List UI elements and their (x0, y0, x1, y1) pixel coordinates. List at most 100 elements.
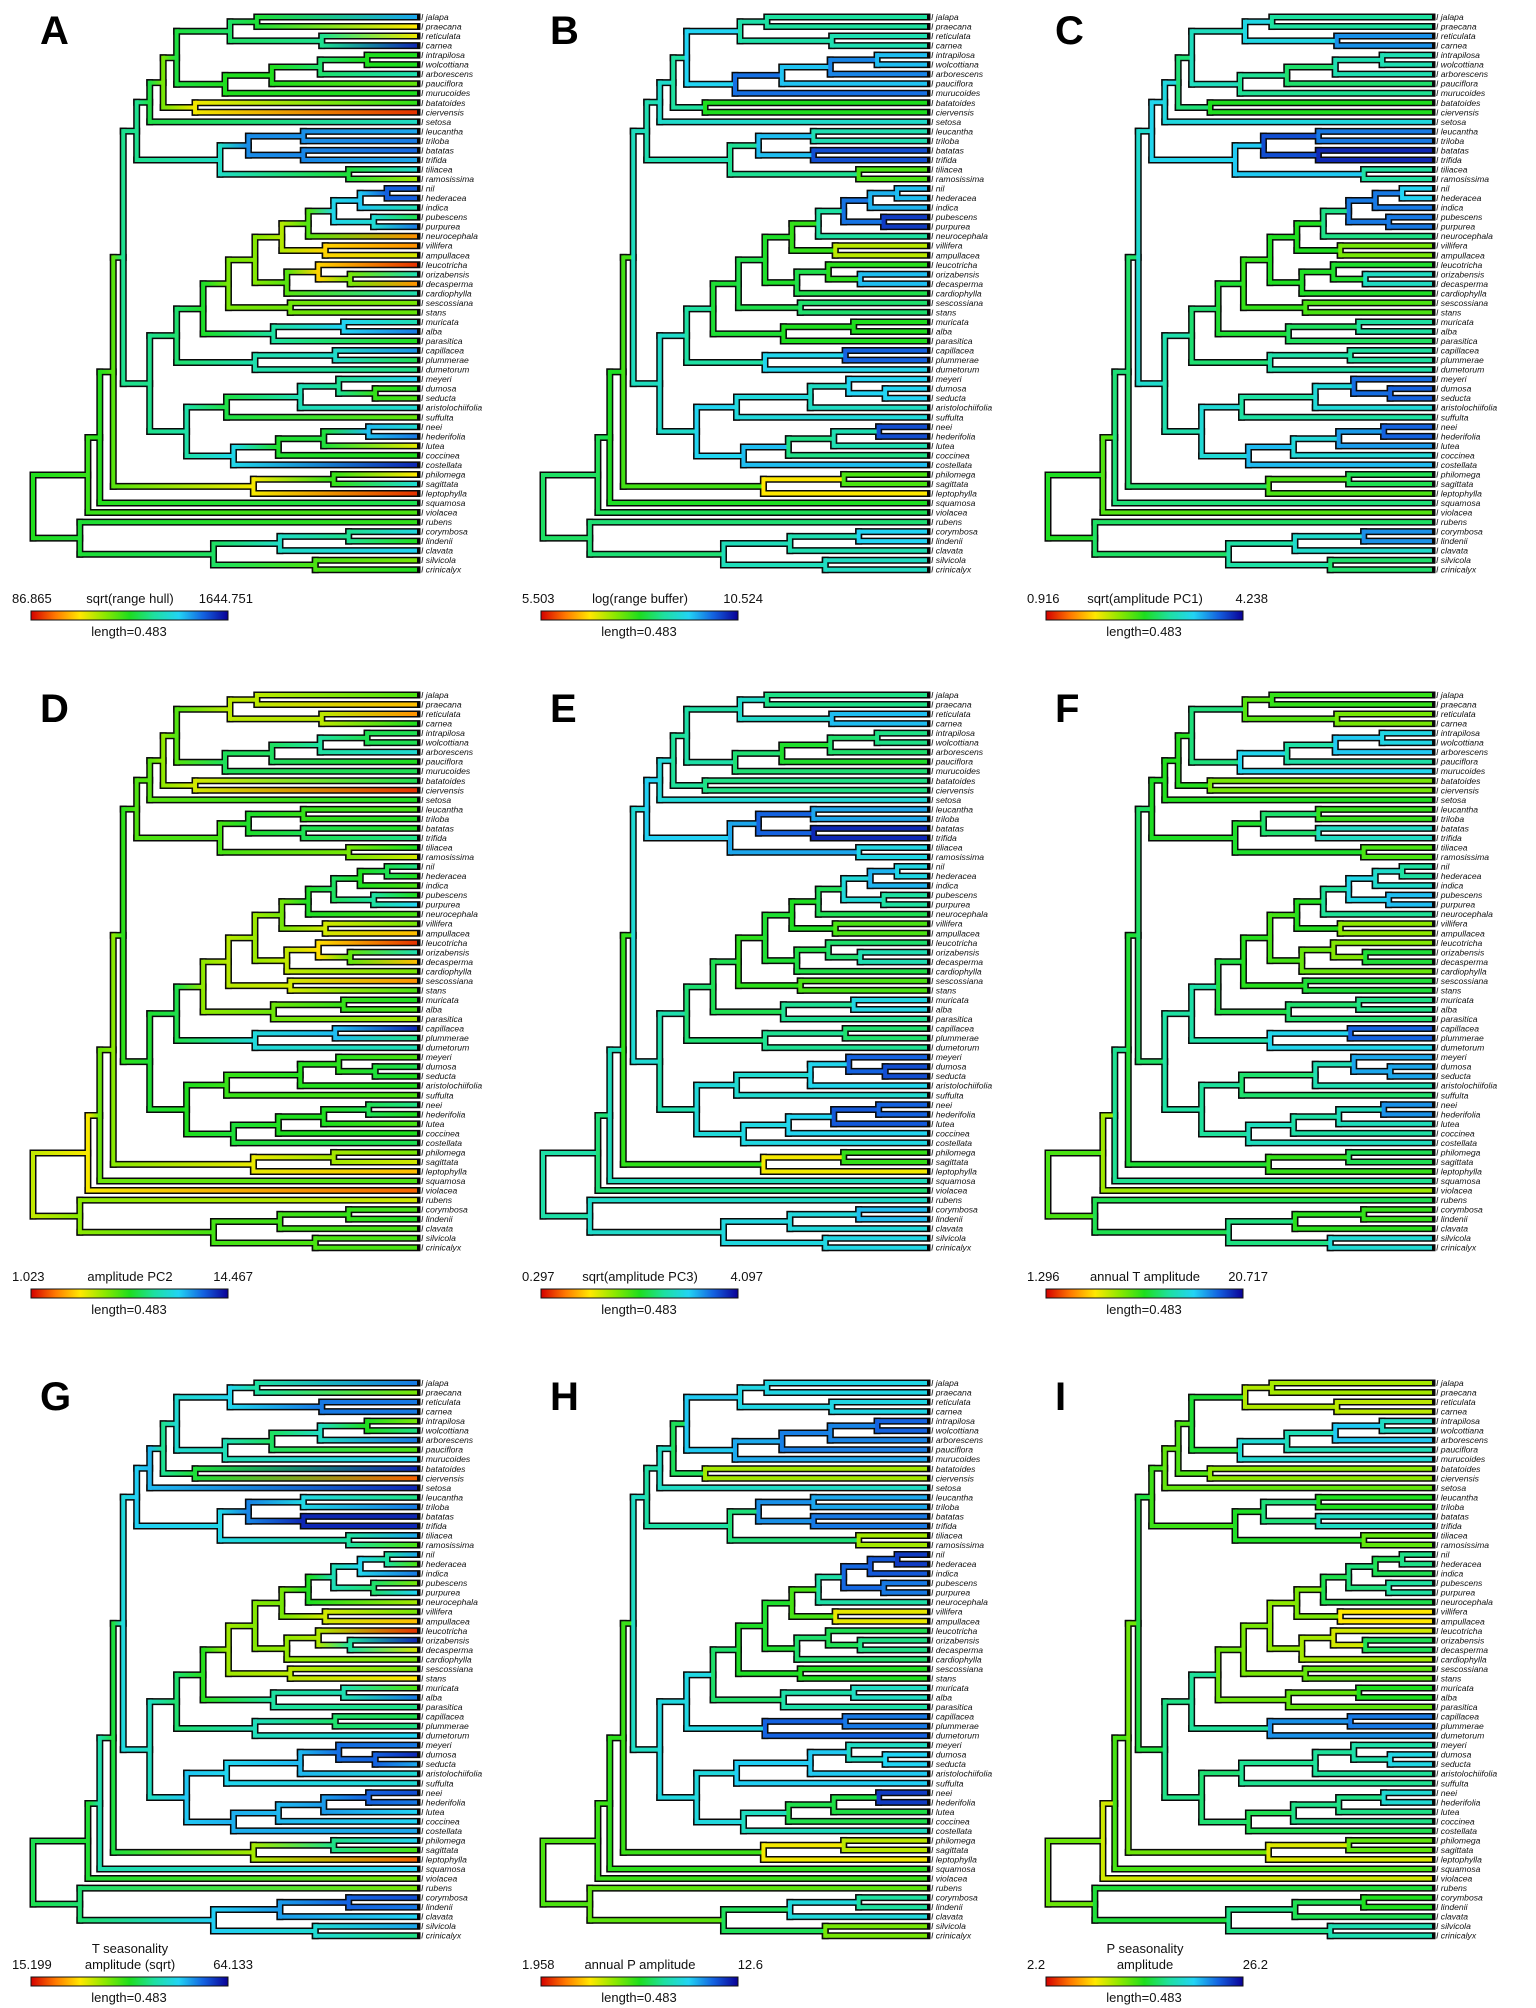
tip-label-cardiophylla: I cardiophylla (421, 966, 472, 976)
tip-label-trifida: I trifida (931, 833, 957, 843)
tip-label-ramosissima: I ramosissima (421, 174, 474, 184)
tip-label-leptophylla: I leptophylla (421, 1855, 467, 1865)
tip-label-setosa: I setosa (421, 1483, 451, 1493)
tip-label-violacea: I violacea (1436, 508, 1473, 518)
tip-label-rubens: I rubens (421, 517, 453, 527)
tip-label-wolcottiana: I wolcottiana (421, 738, 469, 748)
tip-label-ampullacea: I ampullacea (931, 928, 980, 938)
tip-label-crinicalyx: I crinicalyx (931, 565, 972, 575)
tip-label-neei: I neei (931, 1100, 953, 1110)
tip-label-jalapa: I jalapa (1436, 12, 1464, 22)
tip-label-rubens: I rubens (931, 517, 963, 527)
panel-letter: H (550, 1375, 579, 1419)
tip-label-meyeri: I meyeri (421, 1740, 453, 1750)
tip-label-murucoides: I murucoides (931, 766, 981, 776)
tip-label-tiliacea: I tiliacea (1436, 842, 1468, 852)
tip-label-wolcottiana: I wolcottiana (1436, 1426, 1484, 1436)
length-label: length=0.483 (601, 1990, 677, 2005)
tip-label-hederifolia: I hederifolia (421, 431, 466, 441)
tip-label-lutea: I lutea (1436, 1119, 1460, 1129)
tip-label-leucantha: I leucantha (931, 1492, 973, 1502)
tip-label-hederacea: I hederacea (931, 871, 977, 881)
tip-label-leptophylla: I leptophylla (1436, 1167, 1482, 1177)
tip-label-neurocephala: I neurocephala (421, 909, 478, 919)
tip-label-ciervensis: I ciervensis (1436, 785, 1480, 795)
tip-label-ampullacea: I ampullacea (421, 928, 470, 938)
legend-title: amplitude PC2 (87, 1269, 172, 1284)
tip-label-rubens: I rubens (931, 1195, 963, 1205)
tip-label-aristolochiifolia: I aristolochiifolia (1436, 1769, 1497, 1779)
tip-label-capillacea: I capillacea (421, 1712, 464, 1722)
length-label: length=0.483 (1106, 1990, 1182, 2005)
tip-label-crinicalyx: I crinicalyx (421, 565, 462, 575)
tip-label-jalapa: I jalapa (1436, 1378, 1464, 1388)
tip-label-alba: I alba (931, 1004, 952, 1014)
tip-label-seducta: I seducta (1436, 393, 1471, 403)
tip-label-setosa: I setosa (1436, 795, 1466, 805)
tip-label-jalapa: I jalapa (931, 12, 959, 22)
legend-max: 26.2 (1243, 1957, 1268, 1972)
tip-label-sagittata: I sagittata (931, 479, 968, 489)
legend-min: 1.296 (1027, 1269, 1060, 1284)
tip-label-lindenii: I lindenii (931, 536, 964, 546)
length-label: length=0.483 (601, 624, 677, 639)
tip-label-muricata: I muricata (931, 1683, 969, 1693)
tip-label-rubens: I rubens (421, 1883, 453, 1893)
tip-label-reticulata: I reticulata (1436, 1397, 1476, 1407)
tip-label-jalapa: I jalapa (421, 12, 449, 22)
tip-label-leucantha: I leucantha (931, 126, 973, 136)
tip-label-pubescens: I pubescens (931, 212, 978, 222)
legend-max: 1644.751 (199, 591, 253, 606)
tip-label-coccinea: I coccinea (931, 450, 970, 460)
tip-label-trifida: I trifida (421, 833, 447, 843)
tip-label-sagittata: I sagittata (421, 479, 458, 489)
tip-label-seducta: I seducta (421, 1759, 456, 1769)
branches (31, 15, 417, 572)
tip-label-orizabensis: I orizabensis (421, 947, 470, 957)
tip-label-indica: I indica (1436, 881, 1463, 891)
tip-label-capillacea: I capillacea (421, 346, 464, 356)
tip-label-orizabensis: I orizabensis (421, 269, 470, 279)
tip-label-arborescens: I arborescens (931, 747, 984, 757)
tip-label-hederacea: I hederacea (931, 193, 977, 203)
tip-label-leucotricha: I leucotricha (931, 938, 978, 948)
tip-label-plummerae: I plummerae (421, 355, 469, 365)
tip-label-triloba: I triloba (1436, 1502, 1464, 1512)
tip-label-villifera: I villifera (931, 241, 963, 251)
legend-title: sqrt(amplitude PC1) (1087, 591, 1203, 606)
tip-label-alba: I alba (421, 326, 442, 336)
tip-label-praecana: I praecana (421, 22, 462, 32)
tip-label-tiliacea: I tiliacea (931, 1530, 963, 1540)
legend-max: 64.133 (213, 1957, 253, 1972)
tip-label-sagittata: I sagittata (1436, 1157, 1473, 1167)
legend-max: 20.717 (1228, 1269, 1268, 1284)
tip-label-violacea: I violacea (931, 1186, 968, 1196)
color-legend: 5.503 10.524 log(range buffer) length=0.483 (522, 591, 763, 639)
tip-label-lindenii: I lindenii (1436, 1214, 1469, 1224)
tip-label-leptophylla: I leptophylla (931, 1855, 977, 1865)
tip-label-batatoides: I batatoides (421, 776, 466, 786)
tip-label-arborescens: I arborescens (1436, 1435, 1489, 1445)
tip-label-hederifolia: I hederifolia (1436, 1797, 1481, 1807)
legend-min: 2.2 (1027, 1957, 1045, 1972)
tip-label-hederifolia: I hederifolia (931, 431, 976, 441)
legend-min: 0.297 (522, 1269, 555, 1284)
tip-label-triloba: I triloba (1436, 814, 1464, 824)
tip-label-setosa: I setosa (421, 795, 451, 805)
tip-label-ramosissima: I ramosissima (1436, 852, 1489, 862)
tip-label-squamosa: I squamosa (1436, 1176, 1481, 1186)
branches (1046, 693, 1432, 1250)
tip-label-parasitica: I parasitica (1436, 1702, 1478, 1712)
tip-label-neurocephala: I neurocephala (1436, 231, 1493, 241)
tip-label-pubescens: I pubescens (421, 890, 468, 900)
tip-label-triloba: I triloba (931, 1502, 959, 1512)
tip-label-costellata: I costellata (1436, 1138, 1477, 1148)
tip-label-lindenii: I lindenii (931, 1902, 964, 1912)
tip-label-arborescens: I arborescens (421, 747, 474, 757)
tip-label-violacea: I violacea (931, 508, 968, 518)
